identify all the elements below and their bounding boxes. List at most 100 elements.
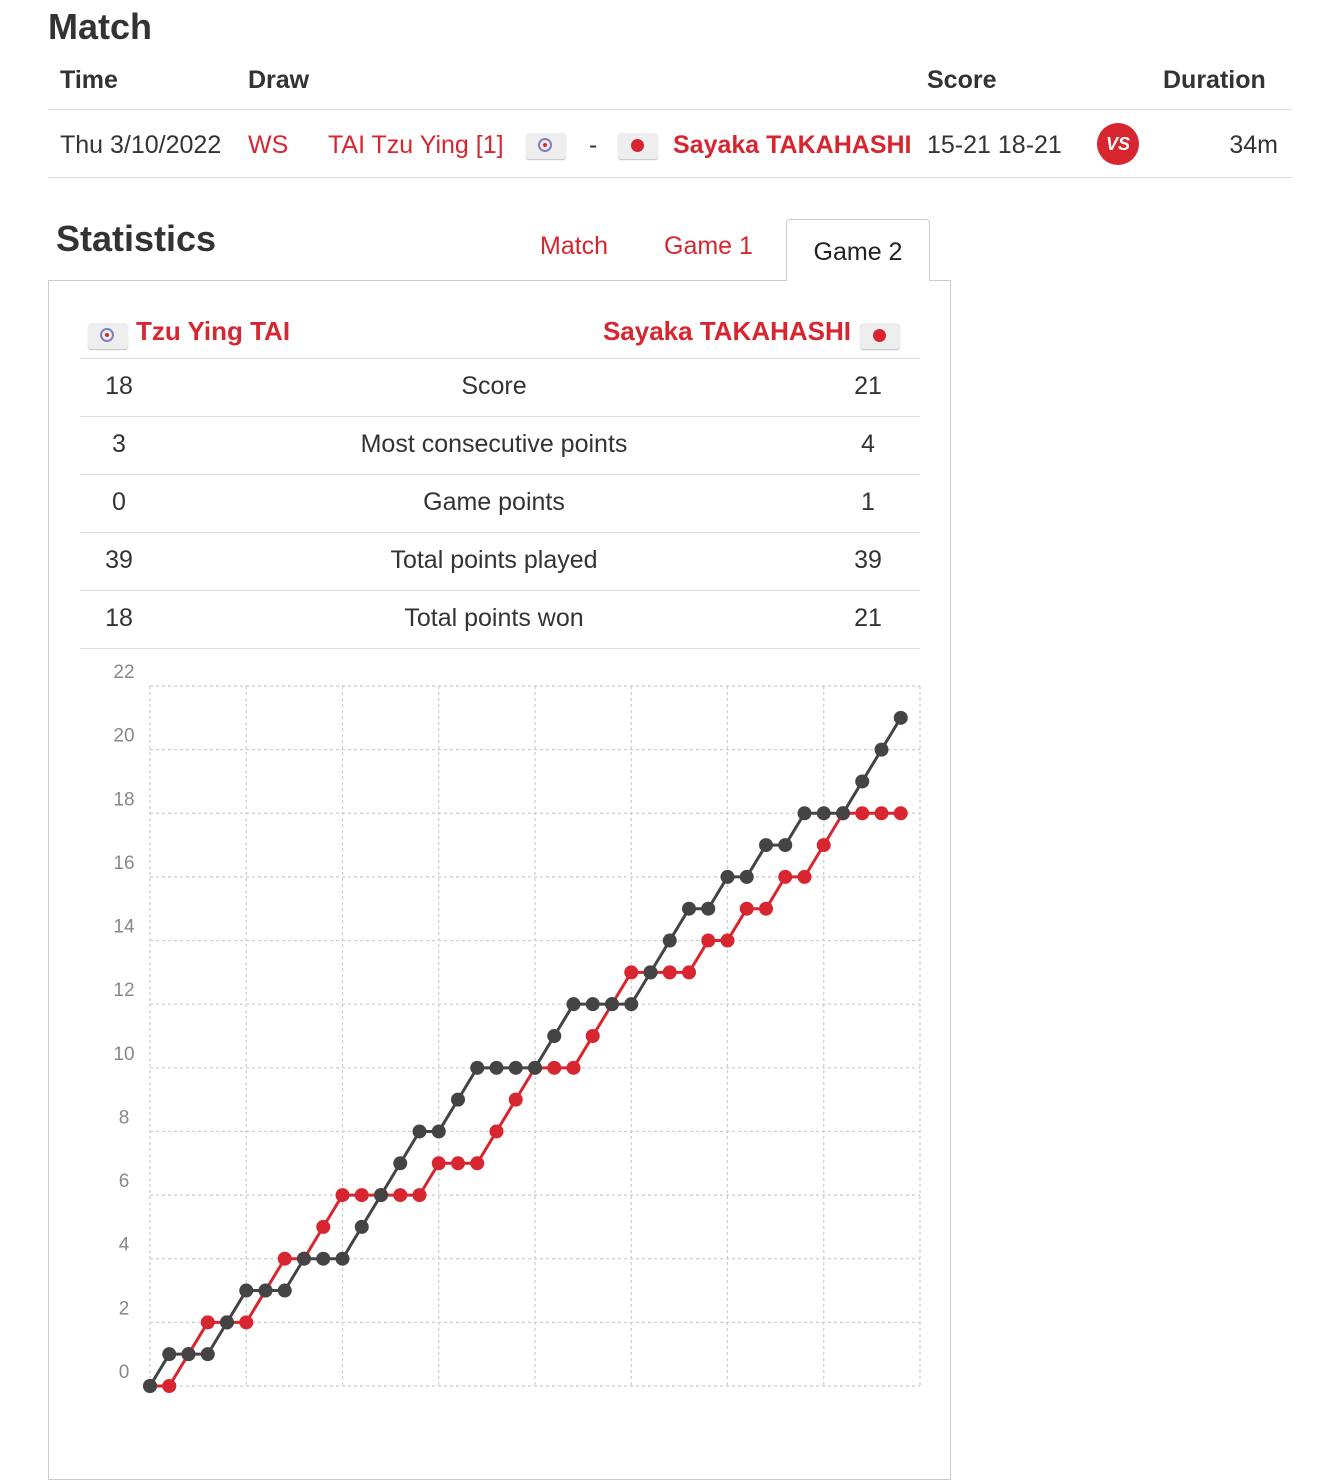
vs-badge-icon[interactable]: VS: [1097, 123, 1139, 165]
series-1-point: [874, 806, 889, 821]
stat-right-value: 4: [861, 430, 875, 458]
series-1-point: [451, 1156, 465, 1171]
stat-right-value: 1: [861, 488, 875, 516]
series-2-point: [778, 838, 793, 853]
series-2-point: [797, 806, 812, 821]
y-tick-label: 20: [113, 726, 134, 747]
series-2-point: [239, 1283, 254, 1298]
series-2-point: [585, 997, 600, 1012]
series-2-point: [528, 1060, 542, 1075]
series-1-point: [393, 1188, 408, 1203]
series-1-point: [162, 1379, 177, 1393]
y-tick-label: 22: [113, 662, 134, 683]
y-tick-label: 10: [113, 1044, 134, 1065]
stat-left-value: 0: [112, 488, 126, 516]
series-2-point: [470, 1060, 485, 1075]
series-1-point: [662, 965, 677, 980]
series-2-point: [277, 1283, 292, 1298]
series-1-point: [739, 901, 754, 916]
series-2-point: [354, 1219, 369, 1234]
series-2-point: [836, 806, 850, 821]
tab-game-2[interactable]: Game 2: [786, 219, 930, 281]
column-header-score: Score: [927, 66, 997, 94]
stat-left-value: 18: [105, 604, 133, 632]
series-2-point: [643, 965, 658, 980]
series-2-point: [893, 710, 908, 725]
y-tick-label: 6: [119, 1171, 130, 1192]
stat-right-value: 39: [854, 546, 882, 574]
series-1-point: [431, 1156, 446, 1171]
series-1-point: [759, 901, 773, 916]
series-2-point: [393, 1156, 408, 1171]
stat-label: Most consecutive points: [360, 430, 628, 458]
series-2-point: [297, 1251, 311, 1266]
y-tick-label: 0: [119, 1362, 130, 1383]
series-1-point: [778, 869, 793, 884]
match-duration: 34m: [1229, 131, 1278, 159]
series-1-point: [335, 1188, 350, 1203]
series-1-point: [239, 1315, 254, 1330]
series-2-point: [547, 1029, 562, 1043]
y-tick-label: 14: [113, 917, 135, 938]
y-tick-label: 12: [113, 980, 134, 1001]
stat-row-score: 18 Score 21: [80, 358, 920, 417]
match-separator: -: [589, 131, 598, 159]
stat-label: Total points played: [390, 546, 598, 574]
match-section-title: Match: [48, 6, 153, 47]
series-2-point: [720, 869, 735, 884]
series-2-point: [431, 1124, 446, 1139]
tab-match[interactable]: Match: [540, 232, 609, 260]
stat-row-game-points: 0 Game points 1: [80, 474, 920, 533]
series-2-point: [874, 742, 889, 757]
series-2-point: [451, 1092, 465, 1107]
series-1-point: [893, 806, 908, 821]
series-2-point: [605, 997, 619, 1012]
match-time: Thu 3/10/2022: [60, 131, 222, 159]
stat-label: Score: [461, 372, 527, 400]
stat-left-value: 18: [105, 372, 133, 400]
series-2-point: [662, 933, 677, 948]
series-1-point: [585, 1029, 600, 1043]
series-1-point: [701, 933, 716, 948]
series-1-point: [277, 1251, 292, 1266]
stat-left-value: 3: [112, 430, 126, 458]
chinese-taipei-flag-icon: [526, 133, 566, 159]
stat-label: Total points won: [404, 604, 584, 632]
y-tick-label: 18: [113, 789, 134, 810]
series-1-point: [354, 1188, 369, 1203]
statistics-title: Statistics: [56, 218, 217, 259]
y-tick-label: 16: [113, 853, 134, 874]
series-1-point: [412, 1188, 427, 1203]
stat-row-consecutive: 3 Most consecutive points 4: [80, 416, 920, 475]
stats-player1-name[interactable]: Tzu Ying TAI: [136, 316, 291, 346]
stats-player2-name[interactable]: Sayaka TAKAHASHI: [602, 316, 851, 346]
japan-flag-icon: [860, 323, 900, 349]
score-progression-chart: 0 2 4 6 8 10 12 14 16 18 20 22: [113, 662, 921, 1393]
series-1-point: [489, 1124, 504, 1139]
tab-game-1[interactable]: Game 1: [664, 232, 753, 260]
series-2-point: [181, 1347, 196, 1362]
series-2-point: [200, 1347, 215, 1362]
series-2-point: [335, 1251, 350, 1266]
series-2-point: [682, 901, 696, 916]
series-2-point: [412, 1124, 427, 1139]
series-2-point: [316, 1251, 331, 1266]
stat-row-total-played: 39 Total points played 39: [80, 532, 920, 591]
series-2-point: [759, 838, 773, 853]
match-draw-link[interactable]: WS: [248, 131, 289, 159]
player2-link[interactable]: Sayaka TAKAHASHI: [673, 131, 912, 159]
series-line-2: [148, 717, 903, 1387]
japan-flag-icon: [618, 133, 658, 159]
series-2-point: [489, 1060, 504, 1075]
y-tick-label: 4: [119, 1235, 130, 1256]
y-tick-label: 8: [119, 1107, 130, 1128]
row-divider: [48, 177, 1292, 178]
series-1-point: [720, 933, 735, 948]
series-1-point: [855, 806, 870, 821]
player1-link[interactable]: TAI Tzu Ying [1]: [328, 131, 504, 159]
header-divider: [48, 109, 1292, 110]
series-2-point: [508, 1060, 523, 1075]
series-2-point: [143, 1379, 157, 1393]
series-line-1: [150, 811, 901, 1388]
stat-left-value: 39: [105, 546, 133, 574]
